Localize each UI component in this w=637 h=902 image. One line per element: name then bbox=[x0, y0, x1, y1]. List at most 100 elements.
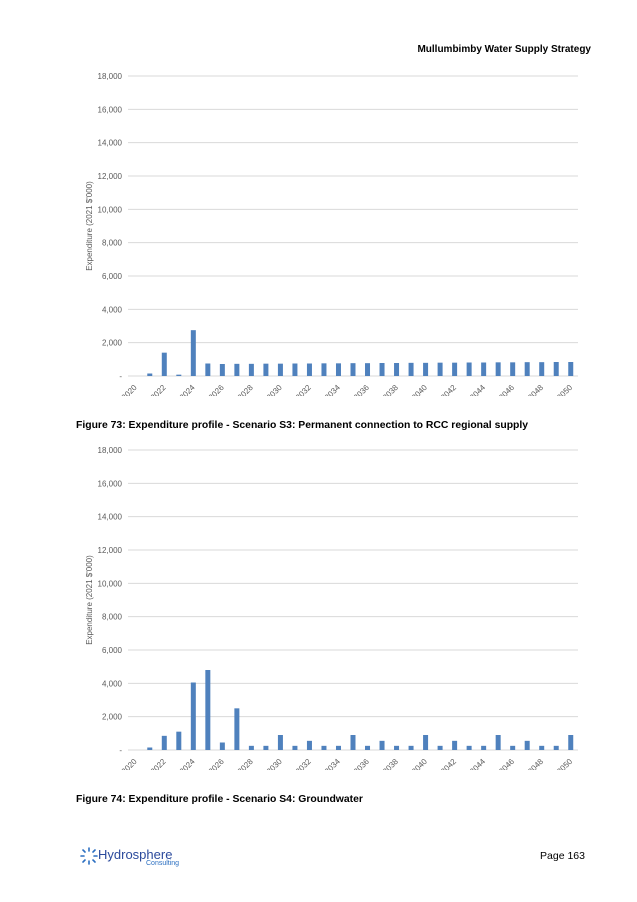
bar bbox=[510, 362, 516, 376]
figure-caption-74: Figure 74: Expenditure profile - Scenari… bbox=[76, 794, 363, 805]
bar bbox=[394, 745, 400, 750]
bar bbox=[234, 363, 240, 376]
x-tick-label: 2040 bbox=[410, 383, 429, 396]
hydrosphere-logo: Hydrosphere Consulting bbox=[80, 846, 200, 868]
y-tick-label: 4,000 bbox=[102, 679, 123, 688]
x-tick-label: 2026 bbox=[207, 757, 226, 770]
x-tick-label: 2032 bbox=[294, 383, 313, 396]
x-tick-label: 2044 bbox=[468, 383, 487, 396]
y-tick-label: 4,000 bbox=[102, 305, 123, 314]
bar bbox=[263, 745, 269, 750]
bar bbox=[524, 740, 530, 750]
page-number: Page 163 bbox=[540, 850, 585, 862]
y-tick-label: 10,000 bbox=[98, 579, 123, 588]
x-tick-label: 2046 bbox=[497, 757, 516, 770]
bar bbox=[205, 670, 211, 750]
bar bbox=[277, 735, 283, 750]
bar bbox=[495, 735, 501, 750]
bar bbox=[423, 735, 429, 750]
bar bbox=[321, 363, 327, 376]
bar bbox=[306, 363, 312, 376]
bar bbox=[292, 745, 298, 750]
bar bbox=[161, 352, 167, 376]
bar bbox=[553, 362, 559, 376]
y-axis-title: Expenditure (2021 $'000) bbox=[85, 181, 94, 271]
x-tick-label: 2028 bbox=[236, 383, 255, 396]
x-tick-label: 2048 bbox=[526, 383, 545, 396]
bar bbox=[335, 745, 341, 750]
figure-caption-73: Figure 73: Expenditure profile - Scenari… bbox=[76, 420, 529, 431]
bar bbox=[147, 747, 153, 750]
y-tick-label: 8,000 bbox=[102, 239, 123, 248]
y-tick-label: 18,000 bbox=[98, 446, 123, 455]
bar bbox=[176, 374, 182, 376]
x-tick-label: 2046 bbox=[497, 383, 516, 396]
bar bbox=[568, 362, 574, 376]
y-tick-label: - bbox=[119, 746, 122, 755]
y-tick-label: 6,000 bbox=[102, 272, 123, 281]
x-tick-label: 2048 bbox=[526, 757, 545, 770]
x-tick-label: 2034 bbox=[323, 383, 342, 396]
bar bbox=[335, 363, 341, 376]
expenditure-chart-s4: - 2,000 4,000 6,000 8,000 10,000 12,000 14,000 1… bbox=[76, 440, 586, 770]
x-tick-label: 2024 bbox=[178, 757, 197, 770]
x-tick-label: 2038 bbox=[381, 383, 400, 396]
x-tick-label: 2036 bbox=[352, 383, 371, 396]
bar bbox=[205, 363, 211, 376]
x-tick-label: 2034 bbox=[323, 757, 342, 770]
x-tick-label: 2030 bbox=[265, 383, 284, 396]
bar bbox=[466, 362, 472, 376]
swirl-logo-icon bbox=[80, 847, 98, 865]
bar bbox=[437, 745, 443, 750]
x-tick-label: 2042 bbox=[439, 383, 458, 396]
bar bbox=[350, 363, 356, 376]
bar bbox=[350, 735, 356, 750]
x-tick-label: 2022 bbox=[149, 383, 168, 396]
x-tick-label: 2042 bbox=[439, 757, 458, 770]
bar bbox=[408, 362, 414, 376]
bar bbox=[510, 745, 516, 750]
x-tick-label: 2020 bbox=[120, 757, 139, 770]
expenditure-chart-s3: - 2,000 4,000 6,000 8,000 10,000 12,000 14,000 1… bbox=[76, 66, 586, 396]
bar bbox=[190, 682, 196, 750]
x-tick-label: 2050 bbox=[555, 383, 574, 396]
bar bbox=[539, 362, 545, 376]
y-tick-label: 14,000 bbox=[98, 139, 123, 148]
bar bbox=[248, 363, 254, 376]
bar bbox=[321, 745, 327, 750]
y-tick-label: 2,000 bbox=[102, 339, 123, 348]
y-tick-label: 10,000 bbox=[98, 205, 123, 214]
bar bbox=[147, 373, 153, 376]
bar bbox=[452, 740, 458, 750]
bar bbox=[437, 362, 443, 376]
x-tick-label: 2044 bbox=[468, 757, 487, 770]
chart-svg: - 2,000 4,000 6,000 8,000 10,000 12,000 14,000 1… bbox=[85, 446, 578, 770]
y-tick-label: 12,000 bbox=[98, 546, 123, 555]
logo-subtext: Consulting bbox=[146, 860, 180, 867]
y-tick-label: - bbox=[119, 372, 122, 381]
y-axis-title: Expenditure (2021 $'000) bbox=[85, 555, 94, 645]
bar bbox=[379, 740, 385, 750]
x-tick-label: 2050 bbox=[555, 757, 574, 770]
bar bbox=[452, 362, 458, 376]
y-tick-label: 12,000 bbox=[98, 172, 123, 181]
bar bbox=[176, 731, 182, 750]
bar bbox=[190, 330, 196, 376]
y-tick-label: 14,000 bbox=[98, 513, 123, 522]
x-tick-label: 2026 bbox=[207, 383, 226, 396]
document-header-title: Mullumbimby Water Supply Strategy bbox=[417, 44, 591, 55]
bar bbox=[568, 735, 574, 750]
bar bbox=[495, 362, 501, 376]
bar bbox=[481, 362, 487, 376]
bar bbox=[394, 363, 400, 376]
bar bbox=[466, 745, 472, 750]
y-tick-label: 16,000 bbox=[98, 105, 123, 114]
bar bbox=[379, 363, 385, 376]
bar bbox=[408, 745, 414, 750]
x-tick-label: 2032 bbox=[294, 757, 313, 770]
y-tick-label: 2,000 bbox=[102, 713, 123, 722]
x-tick-label: 2036 bbox=[352, 757, 371, 770]
x-tick-label: 2024 bbox=[178, 383, 197, 396]
bar bbox=[539, 745, 545, 750]
bar bbox=[306, 740, 312, 750]
